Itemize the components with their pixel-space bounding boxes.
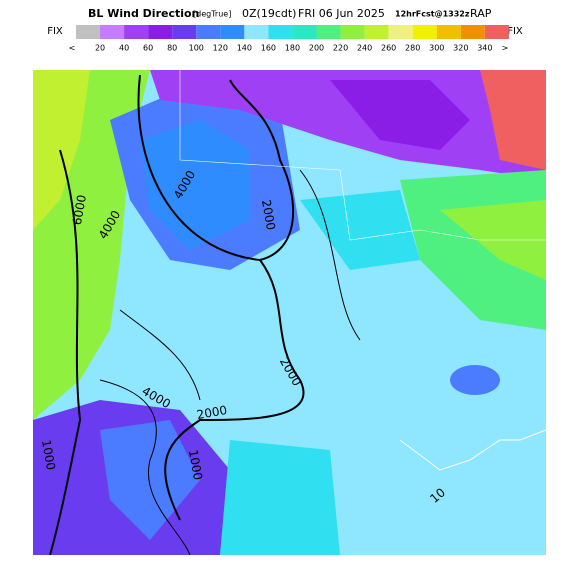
- contour-line: [49, 149, 82, 556]
- colorbar-swatch: [460, 25, 485, 39]
- colorbar-swatch: [76, 25, 101, 39]
- coastline: [399, 429, 547, 471]
- blue-spot: [450, 365, 500, 395]
- colorbar-label: 80: [167, 44, 177, 53]
- colorbar-swatch: [364, 25, 389, 39]
- contour-line: [137, 74, 295, 262]
- contour-label: 2000: [259, 199, 278, 232]
- colorbar-swatch: [196, 25, 221, 39]
- map: [33, 70, 547, 556]
- colorbar-swatch: [388, 25, 413, 39]
- cyan-south: [220, 440, 340, 555]
- contour-label: 1000: [39, 439, 58, 472]
- colorbar-swatch: [124, 25, 149, 39]
- colorbar-label: 220: [333, 44, 348, 53]
- colorbar-swatch: [412, 25, 437, 39]
- colorbar-label: 240: [357, 44, 372, 53]
- red-region: [480, 70, 546, 170]
- contour-label: 1000: [186, 449, 205, 482]
- colorbar-swatch: [436, 25, 461, 39]
- colorbar-label: 340: [477, 44, 492, 53]
- colorbar-label: 160: [261, 44, 276, 53]
- colorbar-label: 260: [381, 44, 396, 53]
- low-end: <: [69, 44, 76, 53]
- colorbar-label: 120: [213, 44, 228, 53]
- violet-region: [330, 80, 470, 150]
- colorbar-swatch: [340, 25, 365, 39]
- contour-line: [299, 169, 361, 341]
- colorbar-label: 280: [405, 44, 420, 53]
- colorbar-swatch: [244, 25, 269, 39]
- colorbar-swatch: [100, 25, 125, 39]
- colorbar-label: 20: [95, 44, 105, 53]
- colorbar-label: 40: [119, 44, 129, 53]
- forecast: 12hrFcst@1332z: [395, 10, 470, 19]
- blue-core: [140, 120, 250, 250]
- valid-time: 0Z(19cdt): [242, 7, 296, 20]
- contour-line: [99, 379, 191, 556]
- colorbar-label: 300: [429, 44, 444, 53]
- colorbar-swatch: [292, 25, 317, 39]
- colorbar-label: 140: [237, 44, 252, 53]
- contour-line: [119, 309, 201, 401]
- yellow-green-region: [33, 70, 90, 230]
- light-southeast: [420, 380, 546, 555]
- colorbar-swatch: [220, 25, 245, 39]
- cyan-region: [300, 190, 420, 270]
- contour-label: 6000: [70, 194, 89, 227]
- date: FRI 06 Jun 2025: [298, 7, 385, 20]
- contours: [49, 74, 361, 556]
- model: RAP: [470, 7, 492, 20]
- colorbar-label: 180: [285, 44, 300, 53]
- colorbar-label: 200: [309, 44, 324, 53]
- contour-line: [164, 259, 305, 521]
- borders: [179, 70, 546, 241]
- fix-left: FIX: [47, 26, 63, 37]
- colorbar-swatch: [316, 25, 341, 39]
- colorbar-label: 320: [453, 44, 468, 53]
- contour-label: 2000: [196, 403, 229, 422]
- fix-right: FIX: [507, 26, 523, 37]
- colorbar-label: 100: [189, 44, 204, 53]
- units: [degTrue]: [193, 10, 231, 19]
- colorbar-swatch: [148, 25, 173, 39]
- colorbar-swatch: [484, 25, 509, 39]
- title: BL Wind Direction: [88, 7, 199, 20]
- header: BL Wind Direction [degTrue] 0Z(19cdt) FR…: [88, 7, 492, 20]
- high-end: >: [502, 44, 509, 53]
- colorbar: FIX FIX < > 20 40 60 80 100 120 140 160 180 200 22…: [47, 25, 523, 53]
- colorbar-label: 60: [143, 44, 153, 53]
- colorbar-swatch: [172, 25, 197, 39]
- colorbar-swatch: [268, 25, 293, 39]
